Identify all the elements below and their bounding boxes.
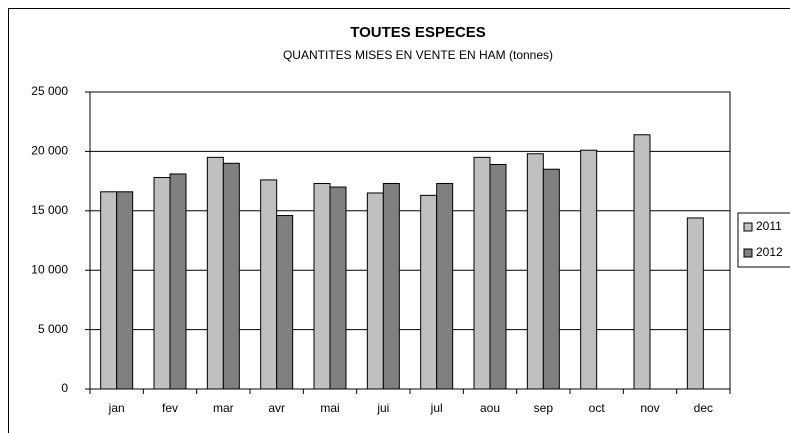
bar: [489, 163, 507, 390]
x-tick-label: jan: [108, 401, 125, 415]
bar: [276, 215, 294, 390]
bar: [260, 179, 278, 390]
bar: [473, 156, 491, 390]
x-tick-label: jul: [430, 401, 443, 415]
x-tick-label: mai: [320, 401, 339, 415]
y-tick-label: 0: [61, 381, 68, 395]
legend-box: [737, 212, 790, 268]
x-tick-label: jui: [376, 401, 389, 415]
y-tick-label: 25 000: [31, 84, 68, 98]
bar: [366, 192, 384, 390]
chart-subtitle: QUANTITES MISES EN VENTE EN HAM (tonnes): [283, 48, 553, 62]
bar: [169, 173, 187, 390]
legend-label: 2012: [756, 245, 783, 259]
bar: [436, 182, 454, 390]
bar: [420, 194, 438, 390]
plot-area: [89, 91, 731, 390]
x-tick-label: oct: [589, 401, 606, 415]
y-tick-label: 20 000: [31, 144, 68, 158]
x-tick-label: mar: [213, 401, 234, 415]
bar: [580, 149, 598, 390]
x-tick-label: dec: [694, 401, 713, 415]
legend-swatch: [743, 222, 753, 232]
bar: [222, 162, 240, 390]
chart-title: TOUTES ESPECES: [350, 24, 486, 41]
bar: [329, 186, 347, 390]
bar: [382, 182, 400, 390]
legend-swatch: [743, 248, 753, 258]
bar: [153, 177, 171, 390]
bar: [116, 191, 134, 390]
bar: [526, 153, 544, 390]
bar: [686, 217, 704, 390]
x-tick-label: avr: [268, 401, 285, 415]
bar: [100, 191, 118, 390]
y-tick-label: 15 000: [31, 203, 68, 217]
bar: [313, 182, 331, 390]
legend-label: 2011: [756, 219, 782, 233]
bar: [542, 168, 560, 390]
y-tick-label: 10 000: [31, 262, 68, 276]
x-tick-label: nov: [640, 401, 659, 415]
x-tick-label: sep: [534, 401, 554, 415]
bar: [206, 156, 224, 390]
y-tick-label: 5 000: [38, 322, 68, 336]
x-tick-label: fev: [162, 401, 178, 415]
bar: [633, 134, 651, 390]
x-tick-label: aou: [480, 401, 500, 415]
